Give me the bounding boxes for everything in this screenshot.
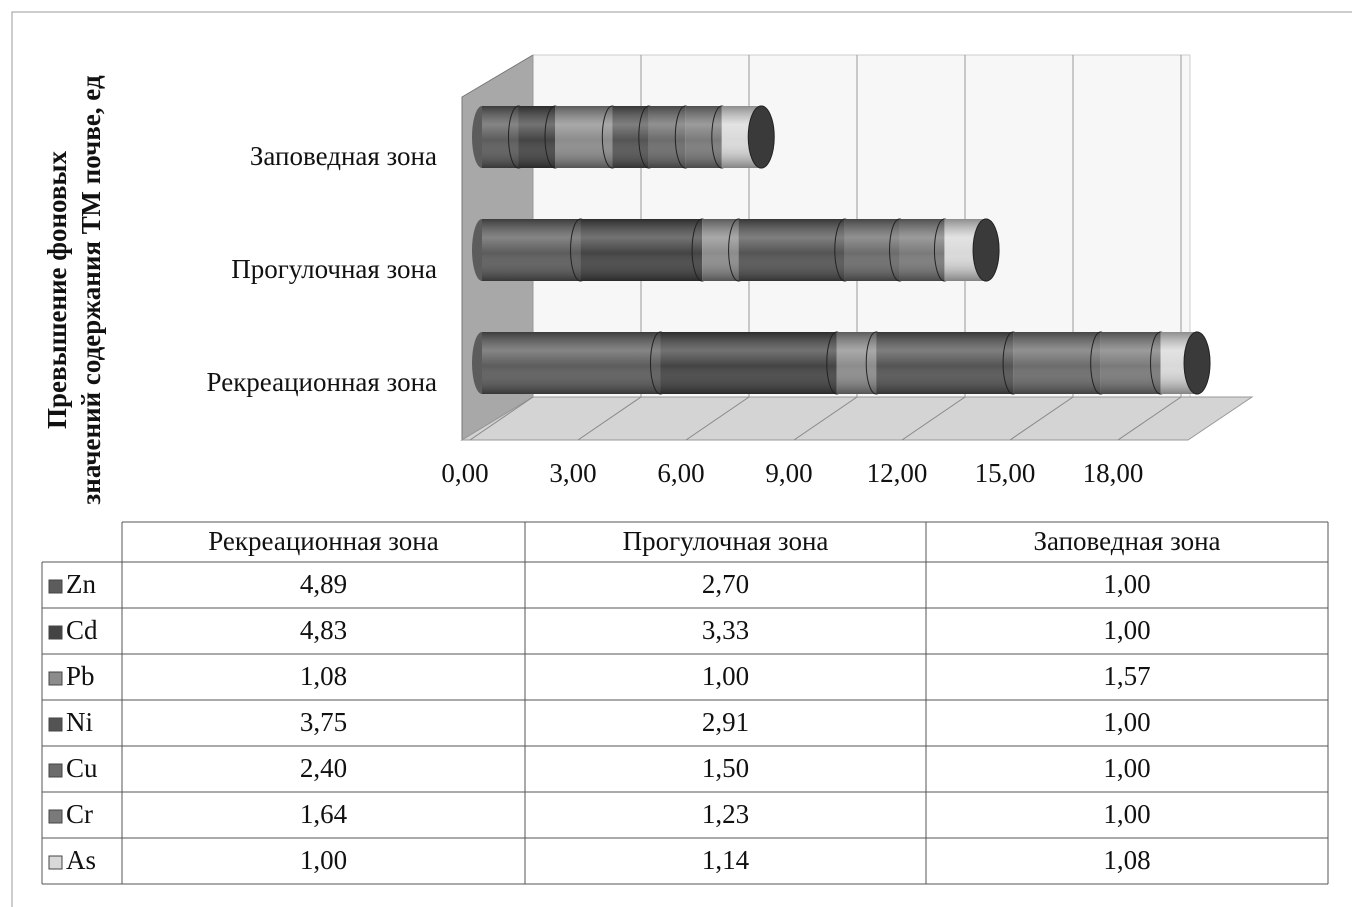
legend-swatch <box>48 579 63 594</box>
table-value: 1,00 <box>300 845 347 875</box>
bar-shade <box>876 332 1014 394</box>
bar-shade <box>685 106 722 168</box>
table-value: 1,08 <box>300 661 347 691</box>
floor-grid-line <box>577 396 642 441</box>
floor-grid-line <box>901 396 966 441</box>
bar-shade <box>518 106 555 168</box>
bar-shade <box>648 106 686 168</box>
table-value: 1,08 <box>1103 845 1150 875</box>
legend-label: Pb <box>66 661 95 691</box>
table-value: 1,64 <box>300 799 348 829</box>
table-value: 1,50 <box>702 753 749 783</box>
table-value: 2,70 <box>702 569 749 599</box>
bar-end-cap <box>747 105 775 169</box>
table-value: 1,00 <box>1103 753 1150 783</box>
x-tick-label: 15,00 <box>975 458 1036 488</box>
table-value: 1,23 <box>702 799 749 829</box>
category-label: Заповедная зона <box>250 141 437 171</box>
table-value: 1,14 <box>702 845 750 875</box>
legend-swatch <box>48 809 63 824</box>
legend-swatch <box>48 625 63 640</box>
frame <box>11 11 1352 907</box>
table-header: Рекреационная зона <box>208 526 438 556</box>
legend-label: Cu <box>66 753 98 783</box>
x-tick-label: 12,00 <box>867 458 928 488</box>
x-tick-label: 18,00 <box>1083 458 1144 488</box>
table-header: Заповедная зона <box>1033 526 1220 556</box>
floor-grid-line <box>793 396 858 441</box>
x-tick-label: 0,00 <box>441 458 488 488</box>
category-label: Рекреационная зона <box>207 367 437 397</box>
bar-shade <box>1100 332 1161 394</box>
bar-shade <box>738 219 845 281</box>
bar-shade <box>555 106 613 168</box>
legend-label: Cd <box>66 615 98 645</box>
legend-label: Ni <box>66 707 93 737</box>
bar-shade <box>1013 332 1101 394</box>
bar-shade <box>482 106 519 168</box>
x-tick-label: 6,00 <box>657 458 704 488</box>
bar-shade <box>612 106 649 168</box>
legend-label: Zn <box>66 569 96 599</box>
floor-grid-line <box>469 396 534 441</box>
floor-grid-line <box>1009 396 1074 441</box>
table-value: 1,00 <box>1103 799 1150 829</box>
y-axis-title-line: Превышение фоновых <box>42 150 72 429</box>
data-table: Рекреационная зона Прогулочная зона Запове… <box>41 521 1329 885</box>
table-value: 1,00 <box>1103 569 1150 599</box>
floor <box>460 396 1254 441</box>
bar-end-cap <box>1183 331 1211 395</box>
legend-label: As <box>66 845 96 875</box>
category-label: Прогулочная зона <box>231 254 437 284</box>
plot: 0,00 3,00 6,00 9,00 12,00 15,00 18,00 Рекреацио… <box>207 55 1211 488</box>
bar-shade <box>482 332 661 394</box>
bar-shade <box>702 219 739 281</box>
table-value: 3,33 <box>702 615 749 645</box>
bar-shade <box>836 332 877 394</box>
table-value: 4,89 <box>300 569 347 599</box>
table-value: 1,00 <box>1103 707 1150 737</box>
y-axis-title-line: значений содержания ТМ почве, ед <box>76 75 106 505</box>
table-value: 4,83 <box>300 615 347 645</box>
floor-grid-line <box>1117 396 1182 441</box>
bar-shade <box>660 332 837 394</box>
bar-end-cap <box>972 218 1000 282</box>
table-value: 3,75 <box>300 707 347 737</box>
legend-swatch <box>48 855 63 870</box>
legend-swatch <box>48 717 63 732</box>
x-tick-label: 9,00 <box>765 458 812 488</box>
legend-swatch <box>48 671 63 686</box>
table-value: 1,00 <box>1103 615 1150 645</box>
table-header: Прогулочная зона <box>623 526 829 556</box>
bar-shade <box>580 219 703 281</box>
bar-shade <box>482 219 581 281</box>
legend-label: Cr <box>66 799 93 829</box>
table-value: 2,40 <box>300 753 347 783</box>
bar-shade <box>844 219 900 281</box>
legend-swatch <box>48 763 63 778</box>
table-value: 1,57 <box>1103 661 1150 691</box>
x-tick-label: 3,00 <box>549 458 596 488</box>
table-value: 1,00 <box>702 661 749 691</box>
table-value: 2,91 <box>702 707 749 737</box>
floor-grid-line <box>685 396 750 441</box>
y-axis-title: Превышение фоновых значений содержания ТМ… <box>42 75 106 505</box>
